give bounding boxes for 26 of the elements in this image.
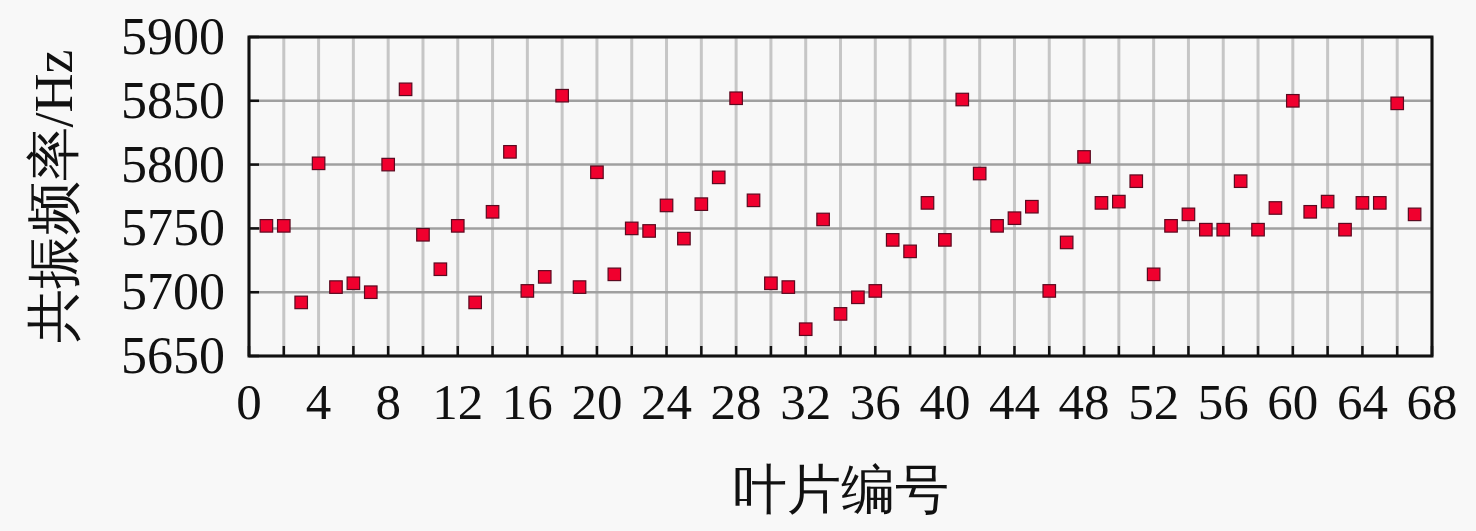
x-tick-label: 32	[780, 374, 832, 430]
x-tick-label: 52	[1128, 374, 1180, 430]
x-tick-label: 36	[849, 374, 901, 430]
x-tick-label: 48	[1058, 374, 1110, 430]
x-tick-label: 44	[988, 374, 1040, 430]
x-tick-label: 64	[1336, 374, 1388, 430]
y-tick-label: 5800	[121, 135, 225, 193]
x-tick-label: 68	[1406, 374, 1458, 430]
x-tick-label: 16	[501, 374, 553, 430]
x-tick-label: 40	[919, 374, 971, 430]
x-axis-title: 叶片编号	[732, 460, 949, 520]
x-tick-label: 60	[1267, 374, 1319, 430]
x-tick-label: 4	[305, 374, 332, 430]
x-tick-label: 56	[1197, 374, 1249, 430]
x-tick-label: 24	[641, 374, 693, 430]
y-tick-label: 5650	[121, 327, 225, 384]
x-tick-label: 20	[571, 374, 623, 430]
y-tick-label: 5750	[121, 199, 225, 257]
x-tick-label: 0	[236, 374, 262, 430]
x-tick-label: 12	[432, 374, 484, 430]
x-tick-label: 28	[710, 374, 762, 430]
x-tick-label: 8	[375, 374, 401, 430]
y-tick-label: 5850	[121, 71, 225, 129]
y-axis-title: 共振频率/Hz	[24, 49, 84, 344]
y-tick-label: 5700	[121, 263, 225, 321]
y-tick-label: 5900	[121, 8, 225, 65]
